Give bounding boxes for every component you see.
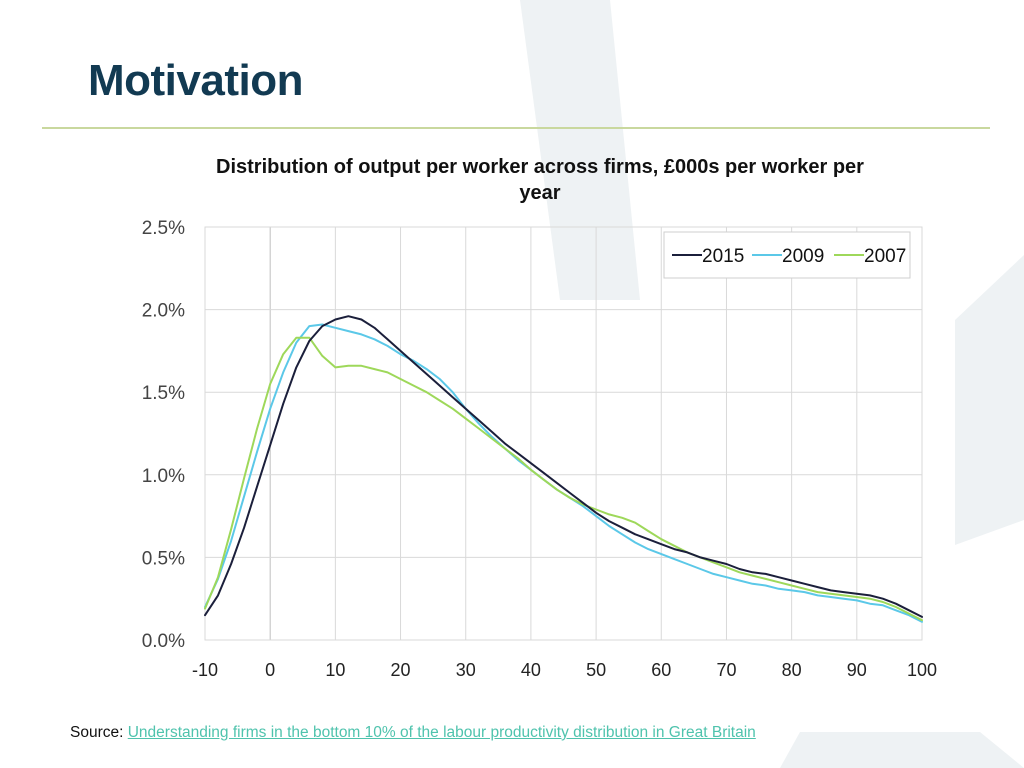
- background-shape-bottom: [780, 732, 1024, 768]
- background-shape-top: [520, 0, 640, 300]
- legend-label-2007: 2007: [864, 246, 906, 267]
- legend-label-2009: 2009: [782, 246, 824, 267]
- title-divider: [42, 127, 990, 129]
- x-tick-label: 50: [586, 660, 606, 680]
- source-label: Source:: [70, 724, 124, 741]
- x-tick-label: 30: [456, 660, 476, 680]
- x-tick-label: 80: [782, 660, 802, 680]
- y-tick-label: 0.0%: [142, 631, 185, 652]
- y-tick-label: 0.5%: [142, 548, 185, 569]
- x-tick-label: -10: [192, 660, 218, 680]
- legend-box: [663, 231, 911, 279]
- x-tick-label: 60: [651, 660, 671, 680]
- series-line-2009: [204, 323, 923, 623]
- y-tick-label: 2.5%: [142, 218, 185, 239]
- background-shape-right: [955, 255, 1024, 545]
- x-tick-label: 90: [847, 660, 867, 680]
- chart-title: Distribution of output per worker across…: [216, 156, 864, 204]
- y-tick-label: 1.5%: [142, 383, 185, 404]
- series-line-2015: [204, 315, 923, 618]
- x-tick-label: 0: [265, 660, 275, 680]
- x-tick-label: 100: [907, 660, 937, 680]
- x-tick-label: 40: [521, 660, 541, 680]
- x-tick-label: 20: [391, 660, 411, 680]
- series-line-2007: [204, 336, 923, 622]
- source-link[interactable]: Understanding firms in the bottom 10% of…: [127, 724, 756, 741]
- plot-area: [204, 226, 923, 641]
- y-tick-label: 2.0%: [142, 301, 185, 322]
- x-tick-label: 70: [716, 660, 736, 680]
- y-tick-label: 1.0%: [142, 466, 185, 487]
- source-citation: Source: Understanding firms in the botto…: [70, 724, 756, 742]
- slide-title: Motivation: [88, 56, 303, 105]
- x-tick-label: 10: [325, 660, 345, 680]
- legend-label-2015: 2015: [702, 246, 744, 267]
